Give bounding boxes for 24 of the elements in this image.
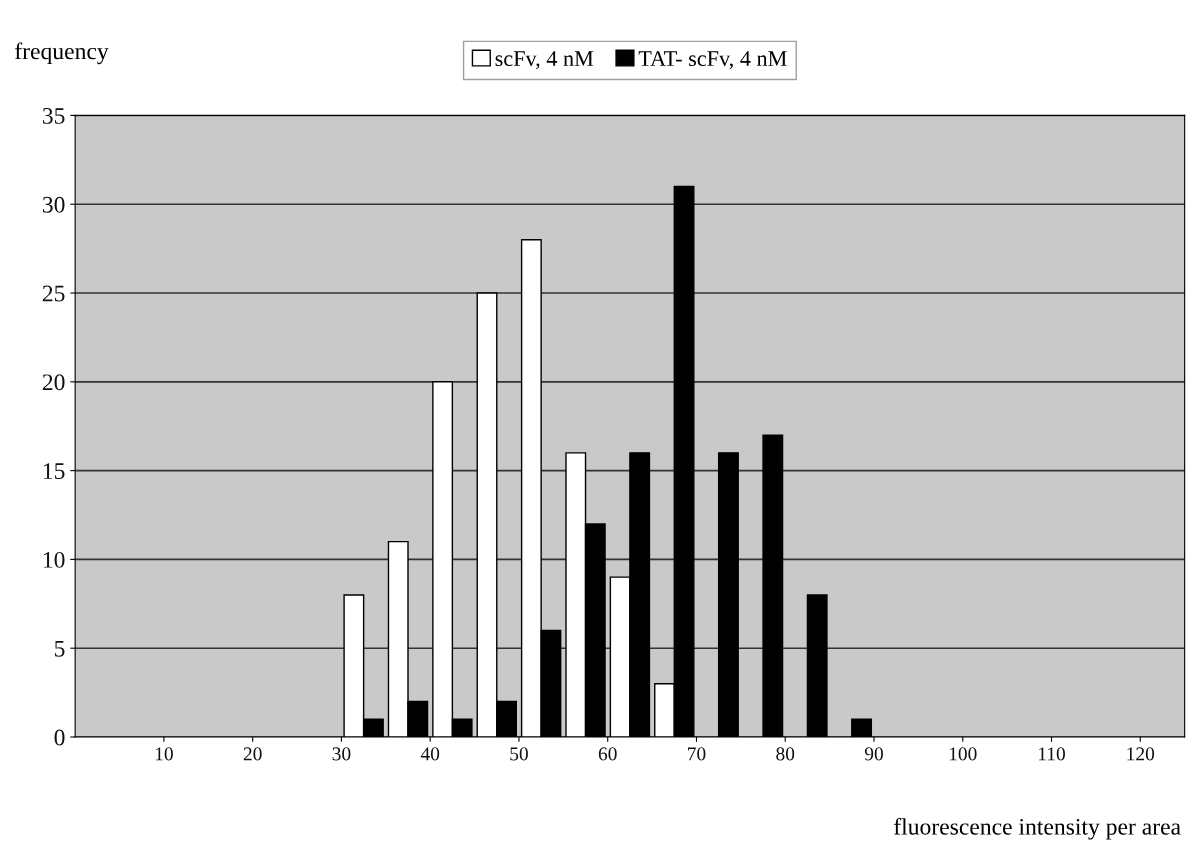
x-axis-title: fluorescence intensity per area [894,817,1181,840]
y-tick-label: 20 [42,374,65,391]
x-tick-label: 110 [1039,747,1065,761]
x-tick-label: 90 [864,747,883,761]
x-tick-label: 50 [510,747,528,761]
x-tick-label: 60 [598,747,617,761]
y-tick-label: 30 [42,196,65,213]
y-axis-title: frequency [15,42,109,65]
y-tick-label: 10 [43,551,65,568]
y-tick-label: 5 [55,640,65,657]
x-tick-label: 70 [688,747,706,761]
x-tick-label: 120 [1127,747,1155,761]
y-tick-label: 15 [43,463,65,480]
y-tick-label: 35 [42,107,65,124]
y-tick-label: 25 [42,285,65,302]
x-tick-label: 10 [155,747,173,761]
x-tick-label: 80 [776,747,795,761]
x-tick-label: 30 [332,747,351,761]
x-tick-label: 40 [420,747,440,761]
y-tick-label: 0 [54,729,65,746]
legend-label: TAT- scFv, 4 nM [638,51,787,70]
legend-label: scFv, 4 nM [495,51,594,70]
x-tick-label: 20 [243,747,262,761]
x-tick-label: 100 [949,747,977,761]
